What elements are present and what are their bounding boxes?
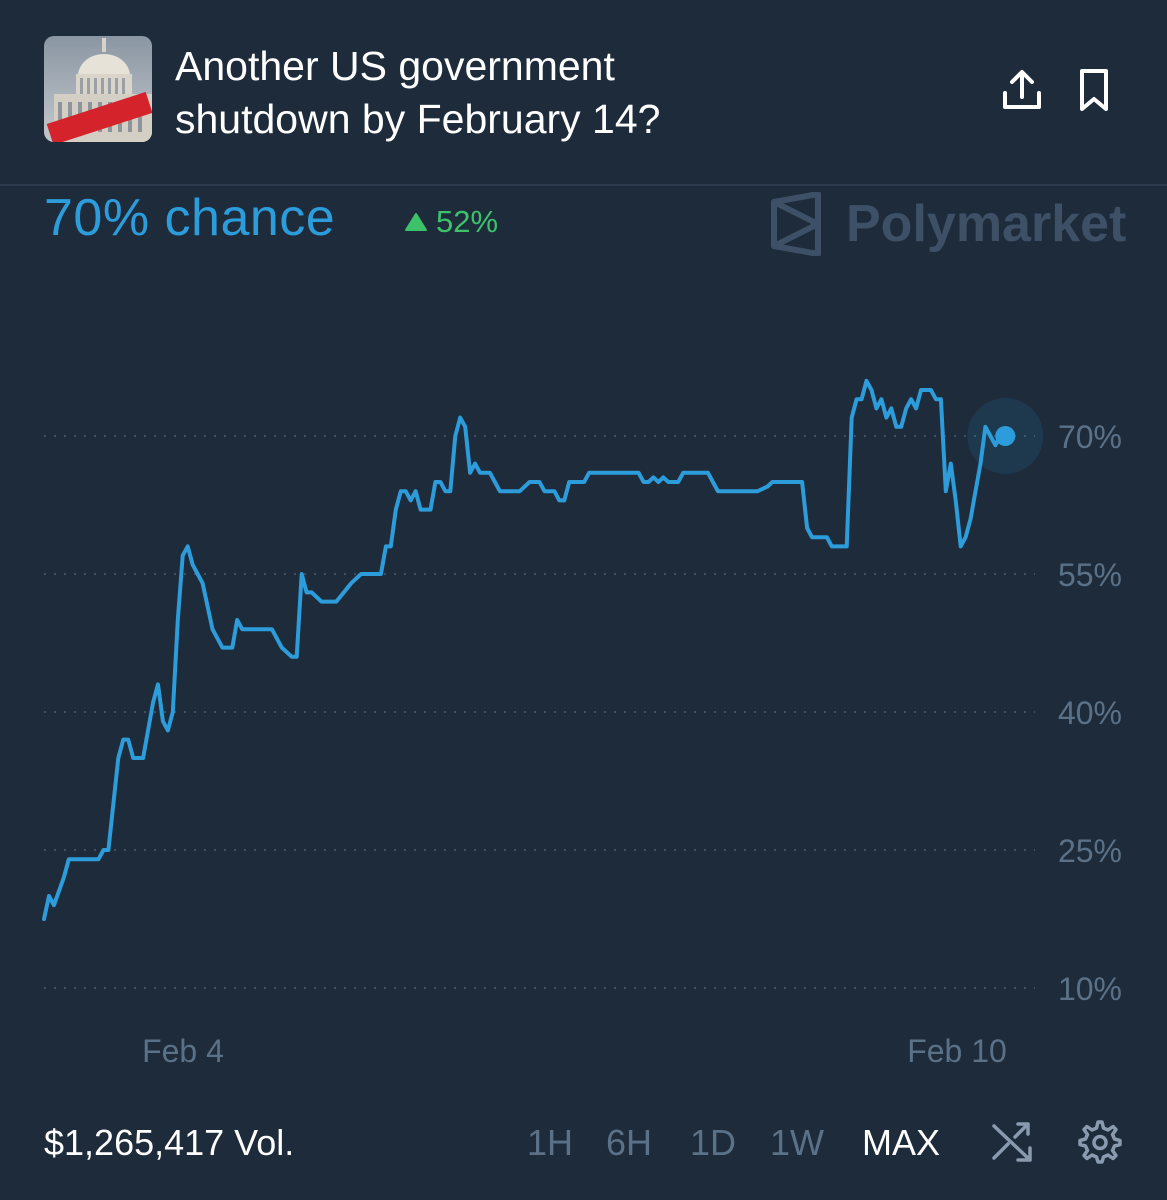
range-1h[interactable]: 1H [527,1122,574,1163]
market-thumbnail[interactable] [44,36,152,142]
settings-button[interactable] [1074,1118,1122,1166]
capitol-image [44,36,152,142]
change-value: 52% [436,204,499,239]
range-max[interactable]: MAX [862,1122,941,1163]
shuffle-icon [992,1122,1032,1162]
y-tick-label: 55% [1058,557,1122,593]
x-axis-ticks: Feb 4 Feb 10 [142,1033,1007,1069]
polymarket-logo-icon [771,192,821,256]
y-tick-label: 10% [1058,971,1122,1007]
share-icon [1003,70,1041,109]
volume-label: $1,265,417 Vol. [44,1122,295,1163]
y-tick-label: 25% [1058,833,1122,869]
x-tick-label: Feb 10 [907,1033,1007,1069]
change-indicator: 52% [404,204,498,240]
y-axis-ticks: 10% 25% 40% 55% 70% [1058,419,1122,1007]
series-line [42,378,1008,921]
brand-name: Polymarket [846,195,1127,253]
market-header: Another US government shutdown by Februa… [0,0,1167,186]
bookmark-icon [1080,69,1108,111]
gear-icon [1078,1120,1122,1164]
range-1w[interactable]: 1W [770,1122,824,1163]
range-6h[interactable]: 6H [606,1122,653,1163]
shuffle-button[interactable] [988,1118,1036,1166]
price-chart: 10% 25% 40% 55% 70% Feb 4 Feb 10 [42,378,1122,1069]
market-title: Another US government shutdown by Februa… [175,43,661,142]
bookmark-button[interactable] [1066,62,1122,118]
chance-label: 70% chance [44,189,336,247]
current-point[interactable] [995,426,1016,446]
share-button[interactable] [994,62,1050,118]
y-tick-label: 70% [1058,419,1122,455]
range-1d[interactable]: 1D [690,1122,737,1163]
chart-footer: $1,265,417 Vol. 1H 6H 1D 1W MAX [0,1100,1167,1190]
x-tick-label: Feb 4 [142,1033,224,1069]
grid-lines [44,435,1035,989]
y-tick-label: 40% [1058,695,1122,731]
polymarket-logo: Polymarket [768,192,1126,256]
triangle-up-icon [405,213,427,231]
